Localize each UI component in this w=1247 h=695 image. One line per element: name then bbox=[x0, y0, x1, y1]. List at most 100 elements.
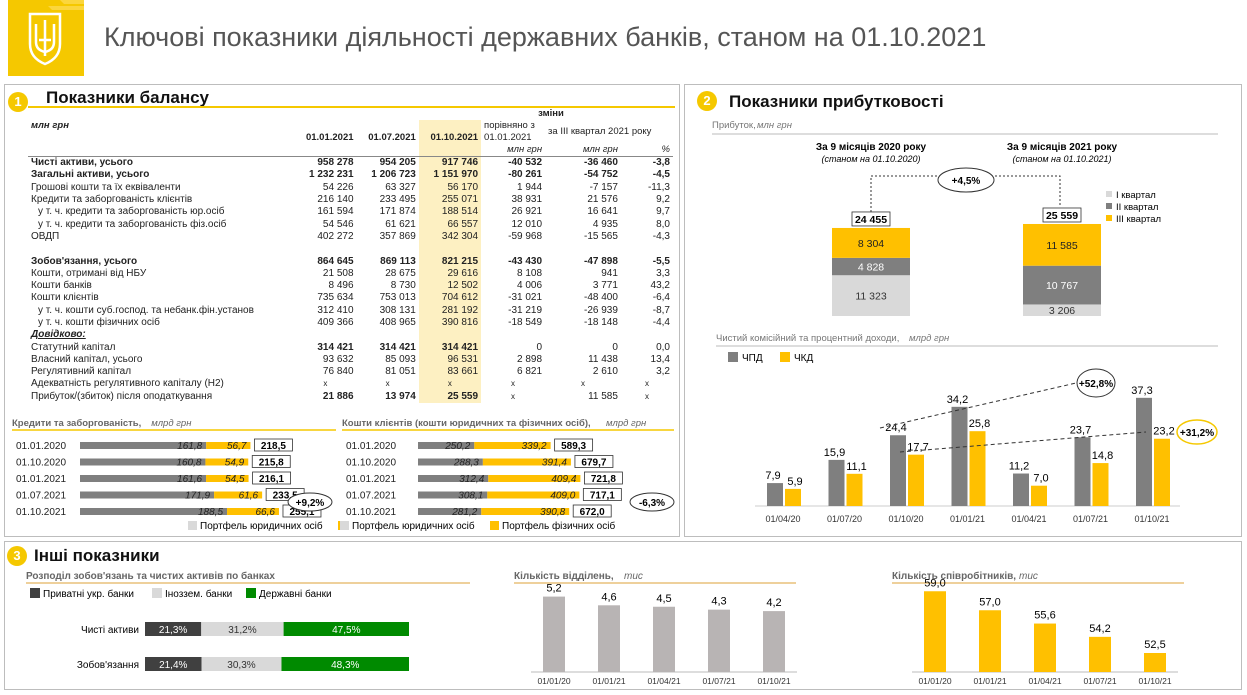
tick-label: 01/01/21 bbox=[950, 514, 985, 524]
category-label: Зобов'язання bbox=[77, 659, 139, 671]
bar-segment-legal bbox=[418, 508, 482, 515]
table-cell: 12 010 bbox=[511, 218, 543, 230]
bar-chkd bbox=[1031, 485, 1047, 506]
bar-segment-legal bbox=[418, 491, 488, 499]
bar-segment-legal bbox=[80, 475, 207, 482]
row-label: Грошові кошти та їх еквіваленти bbox=[31, 181, 181, 193]
table-cell: 21 886 bbox=[322, 390, 354, 402]
table-cell: 216 140 bbox=[317, 194, 354, 206]
table-cell: 9,7 bbox=[656, 206, 670, 218]
tick-label: 01/01/20 bbox=[918, 676, 951, 686]
table-cell: 821 215 bbox=[418, 255, 482, 268]
data-label: 11 585 bbox=[1046, 240, 1077, 252]
table-cell: 735 634 bbox=[317, 292, 354, 304]
table-cell: 281 192 bbox=[418, 304, 482, 317]
table-cell bbox=[621, 329, 673, 341]
table-cell: 25 559 bbox=[418, 390, 482, 403]
bar-segment bbox=[201, 622, 284, 636]
table-cell: 312 410 bbox=[317, 304, 354, 316]
bar-segment bbox=[145, 622, 202, 636]
data-label: 161,8 bbox=[177, 441, 202, 452]
table-cell: -7 157 bbox=[589, 181, 618, 193]
bar bbox=[1144, 653, 1166, 672]
total-box bbox=[554, 438, 594, 452]
total-label: 24 455 bbox=[855, 214, 887, 226]
table-row: Довідково: bbox=[28, 329, 673, 342]
data-label: 339,2 bbox=[522, 441, 547, 452]
table-cell: 61 621 bbox=[385, 218, 416, 230]
row-label: у т. ч. кредити та заборгованість юр.осі… bbox=[38, 206, 225, 218]
tick-label: 01/01/20 bbox=[537, 676, 570, 686]
bar-chpd bbox=[1074, 437, 1091, 506]
table-cell: 3,3 bbox=[656, 267, 670, 279]
row-label: Чисті активи, усього bbox=[31, 157, 133, 169]
total-label: 215,8 bbox=[259, 458, 284, 469]
page-title: Ключові показники діяльності державних б… bbox=[104, 22, 987, 52]
table-cell: 28 675 bbox=[385, 267, 416, 279]
row-label: у т. ч. кошти фізичних осіб bbox=[38, 317, 160, 328]
branches-chart: Кількість відділень, тис 5,2 01/01/20 4,6 01/… bbox=[510, 566, 800, 690]
row-label: ОВДП bbox=[31, 230, 60, 242]
legend-label: Портфель юридичних осіб bbox=[352, 520, 475, 532]
col-change-ytd: порівняно з 01.01.2021 bbox=[484, 120, 535, 144]
data-label: 4,6 bbox=[601, 591, 616, 603]
table-cell: 66 557 bbox=[418, 218, 482, 231]
bar-segment-individual bbox=[205, 458, 249, 466]
table-row: у т. ч. кредити та заборгованість юр.осі… bbox=[28, 206, 673, 219]
tick-label: 01/01/21 bbox=[592, 676, 625, 686]
legend-swatch bbox=[780, 352, 790, 362]
table-cell: -5,5 bbox=[652, 255, 670, 267]
employees-chart: Кількість співробітників, тис 59,0 01/01/20… bbox=[888, 566, 1188, 690]
data-label: 21,3% bbox=[159, 625, 187, 636]
table-cell: 0 bbox=[612, 341, 618, 353]
table-cell: -8,7 bbox=[652, 304, 670, 316]
data-label: 312,4 bbox=[459, 474, 484, 485]
table-cell: 8 730 bbox=[390, 280, 416, 292]
total-box bbox=[1042, 207, 1082, 223]
table-cell: -36 460 bbox=[584, 157, 618, 169]
growth-connector bbox=[870, 175, 1061, 212]
data-label: 66,6 bbox=[256, 507, 276, 518]
table-cell: 26 921 bbox=[511, 206, 543, 218]
total-box bbox=[584, 471, 623, 485]
table-cell: x bbox=[580, 379, 585, 389]
table-cell: 0,0 bbox=[656, 341, 670, 353]
row-label: Довідково: bbox=[31, 329, 86, 341]
balance-title: Показники балансу bbox=[46, 88, 210, 107]
table-cell bbox=[621, 243, 673, 255]
table-row: Кошти банків 8 496 8 730 12 502 4 006 3 771 43… bbox=[28, 279, 673, 293]
data-label: 57,0 bbox=[979, 596, 1000, 608]
chart-title: Чистий комісійний та процентний доходи, bbox=[716, 333, 899, 344]
category-label: 01.07.2021 bbox=[346, 491, 396, 502]
table-cell: x bbox=[511, 391, 516, 401]
change-annotation-ellipse bbox=[1176, 419, 1218, 445]
change-annotation: +9,2% bbox=[296, 498, 325, 509]
table-cell: 954 205 bbox=[379, 157, 416, 169]
data-label: 59,0 bbox=[924, 577, 945, 589]
data-label: 17,7 bbox=[907, 442, 928, 454]
data-label: 37,3 bbox=[1131, 385, 1152, 397]
table-cell: 3 771 bbox=[592, 280, 618, 292]
row-label: Прибуток/(збиток) після оподаткування bbox=[31, 390, 213, 402]
table-cell: x bbox=[511, 379, 516, 389]
tick-label: 01/07/21 bbox=[1083, 676, 1116, 686]
total-box bbox=[252, 471, 291, 485]
data-label: 4,3 bbox=[711, 596, 726, 608]
bar-segment-individual bbox=[227, 508, 279, 515]
tick-label: 01/04/21 bbox=[1028, 676, 1061, 686]
data-label: 52,5 bbox=[1144, 639, 1165, 651]
table-cell: -54 752 bbox=[584, 169, 618, 181]
data-label: 11,2 bbox=[1009, 461, 1030, 473]
bar-segment-individual bbox=[487, 491, 580, 499]
category-label: 01.01.2020 bbox=[16, 441, 66, 452]
table-row: Адекватність регулятивного капіталу (Н2)… bbox=[28, 378, 673, 391]
table-cell: 43,2 bbox=[650, 280, 670, 292]
data-label: 7,0 bbox=[1033, 473, 1048, 485]
bar bbox=[763, 611, 785, 672]
table-cell: 958 278 bbox=[317, 157, 354, 169]
tick-label: 01/07/20 bbox=[827, 514, 862, 524]
legend-label: ЧПД bbox=[742, 353, 763, 364]
table-cell: 56 170 bbox=[418, 181, 482, 194]
data-label: 4 828 bbox=[858, 262, 884, 274]
table-cell: -80 261 bbox=[508, 169, 543, 181]
